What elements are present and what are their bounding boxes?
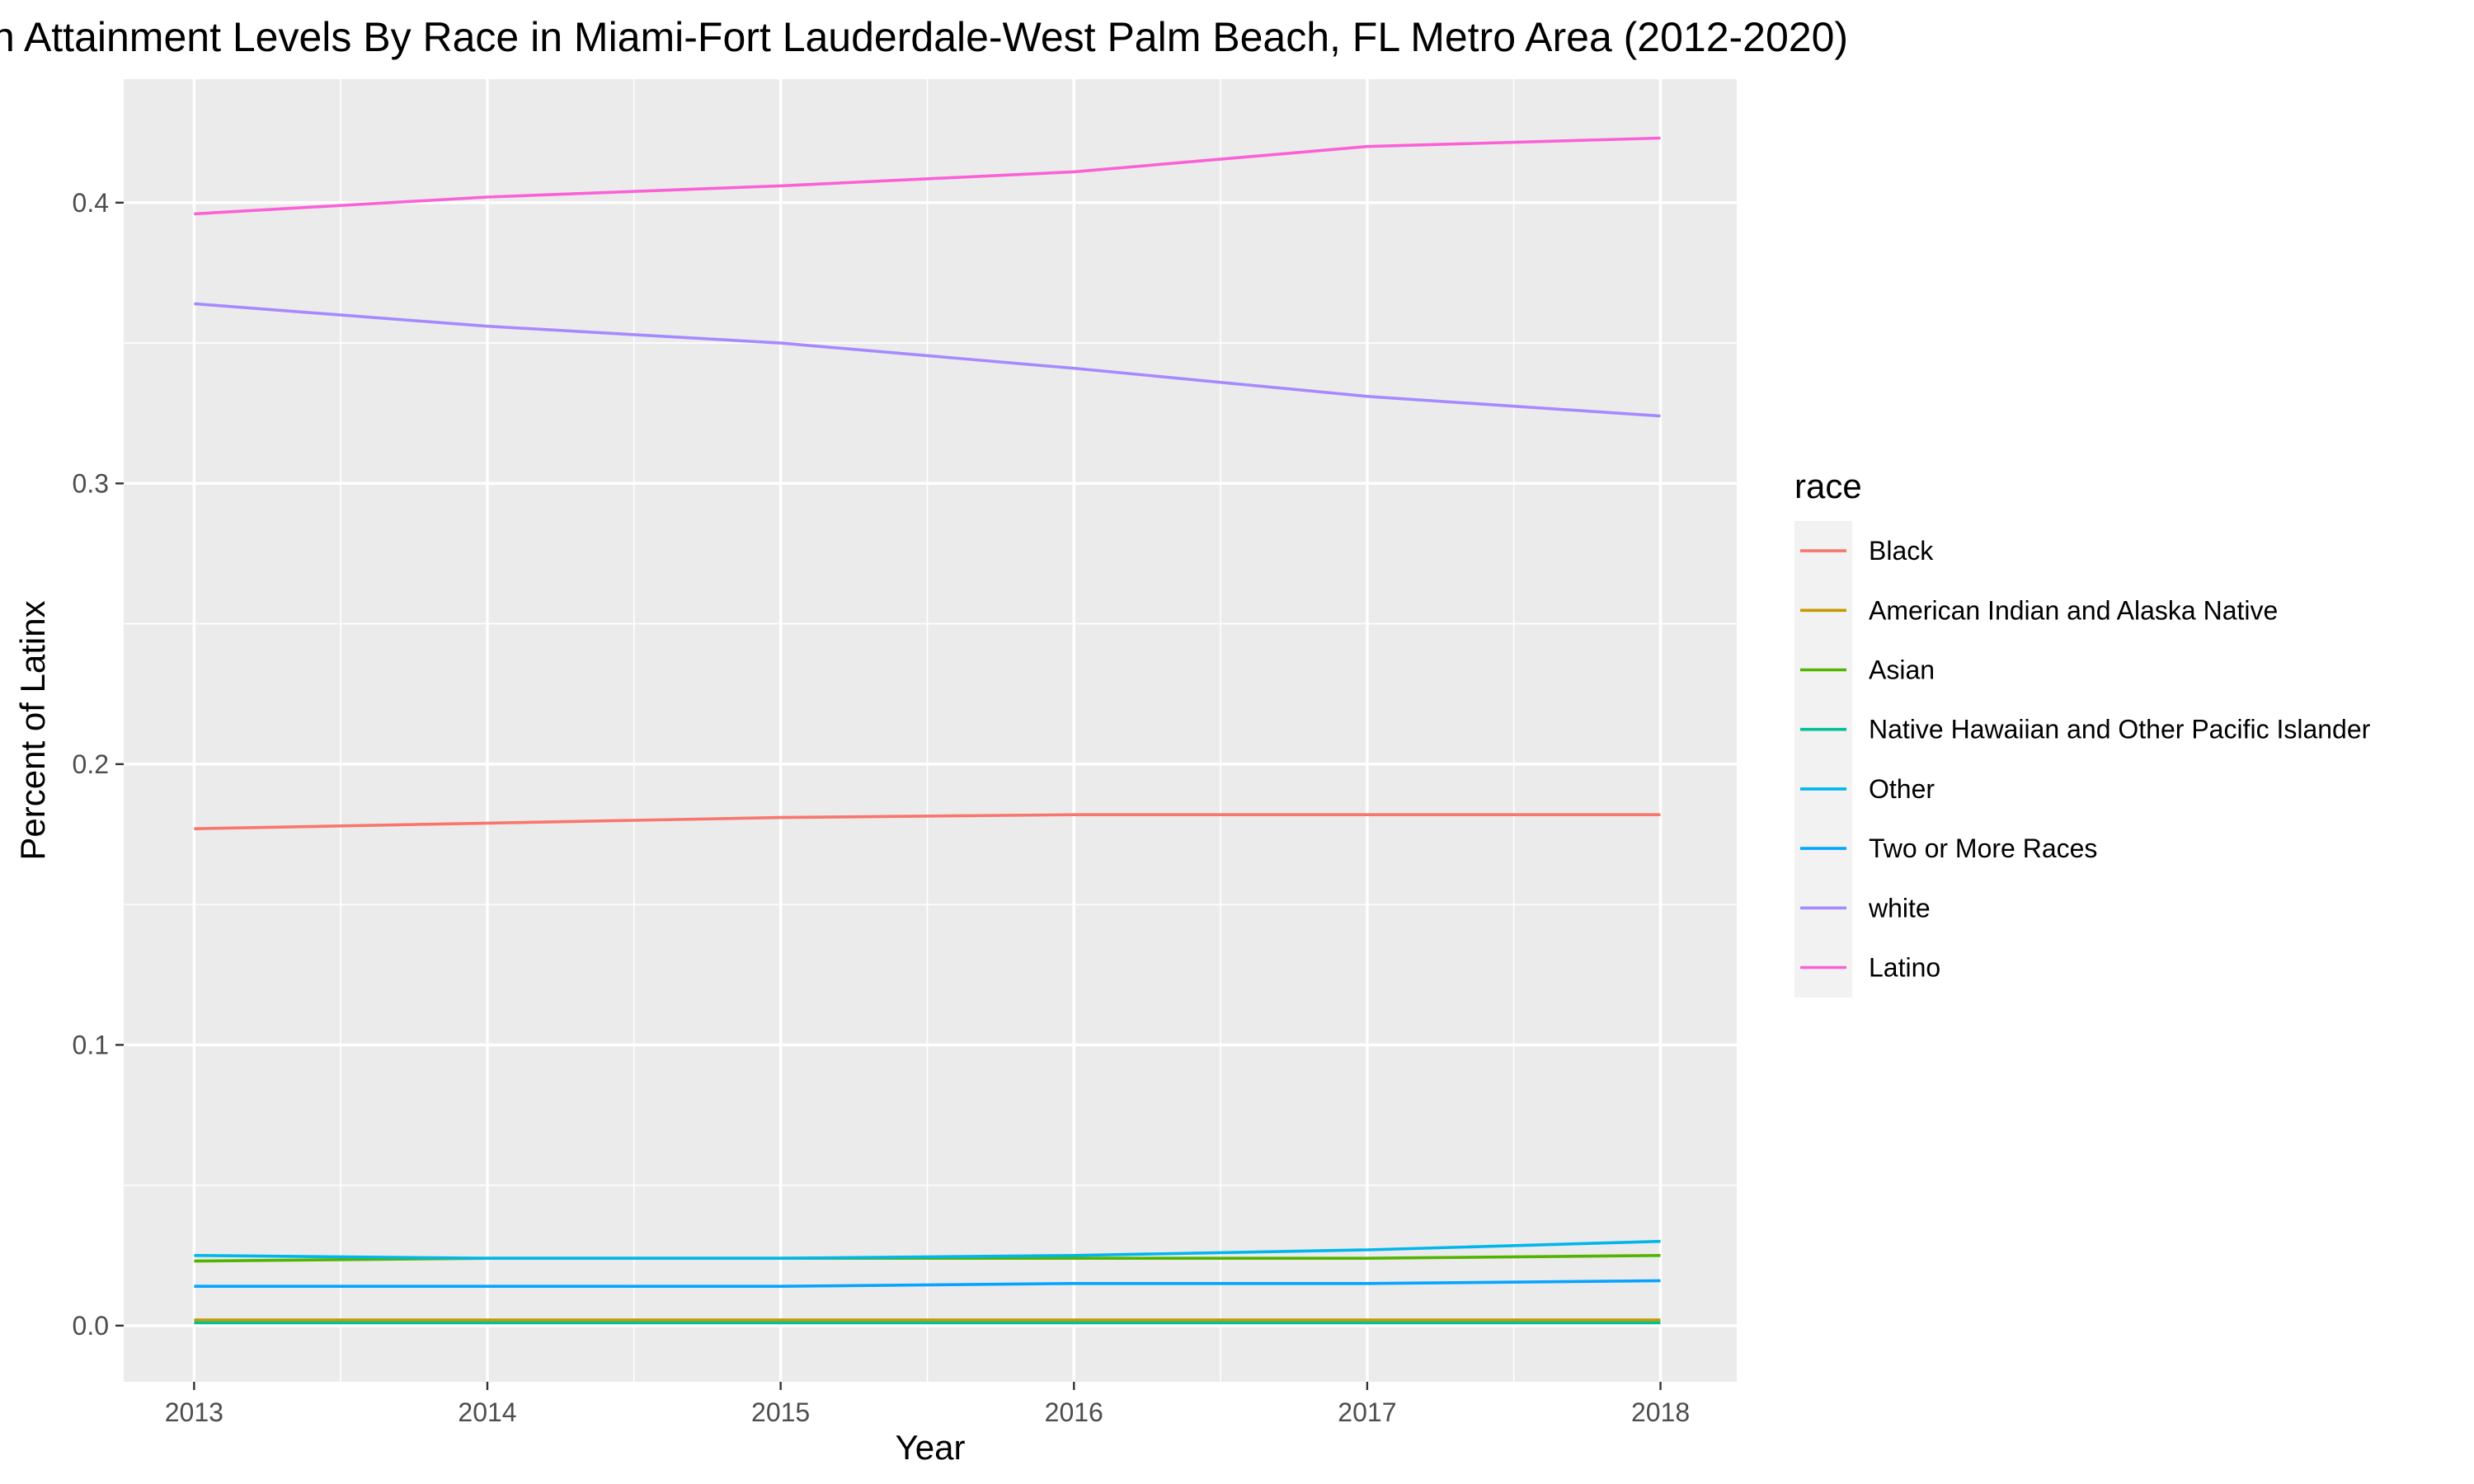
legend-label: Latino: [1869, 953, 1940, 983]
legend-label: Asian: [1869, 655, 1935, 685]
legend-label: Native Hawaiian and Other Pacific Island…: [1869, 715, 2371, 744]
y-axis: 0.0 0.1 0.2 0.3 0.4: [73, 188, 124, 1341]
x-tick-label: 2018: [1631, 1397, 1690, 1427]
legend-label: Black: [1869, 536, 1934, 566]
chart-title: n Attainment Levels By Race in Miami-For…: [0, 14, 1848, 60]
series-line-two-or-more-races: [194, 1279, 1661, 1288]
legend-label: white: [1868, 893, 1931, 923]
y-axis-title: Percent of Latinx: [13, 600, 52, 860]
series-line-black: [194, 813, 1661, 830]
y-tick-label: 0.4: [73, 188, 109, 218]
major-gridlines: [124, 79, 1737, 1382]
plot-panel: [124, 79, 1737, 1382]
minor-gridlines: [124, 79, 1737, 1382]
x-tick-label: 2016: [1045, 1397, 1103, 1427]
x-axis-title: Year: [896, 1428, 966, 1467]
legend-title: race: [1794, 467, 1862, 505]
x-tick-label: 2015: [751, 1397, 810, 1427]
legend: Black American Indian and Alaska Native As…: [1800, 536, 2371, 983]
x-tick-label: 2017: [1338, 1397, 1396, 1427]
legend-label: American Indian and Alaska Native: [1869, 595, 2278, 625]
series-lines: [194, 136, 1661, 1325]
legend-key-background: [1794, 521, 1852, 998]
y-tick-label: 0.2: [73, 749, 109, 779]
y-tick-label: 0.3: [73, 468, 109, 498]
legend-label: Two or More Races: [1869, 834, 2097, 863]
x-axis: 2013 2014 2015 2016 2017 2018: [165, 1382, 1690, 1427]
x-tick-label: 2013: [165, 1397, 223, 1427]
y-tick-label: 0.1: [73, 1030, 109, 1059]
legend-label: Other: [1869, 774, 1935, 804]
x-tick-label: 2014: [458, 1397, 516, 1427]
y-tick-label: 0.0: [73, 1311, 109, 1341]
series-line-other: [194, 1239, 1661, 1260]
series-line-white: [194, 302, 1661, 418]
series-line-latino: [194, 136, 1661, 216]
